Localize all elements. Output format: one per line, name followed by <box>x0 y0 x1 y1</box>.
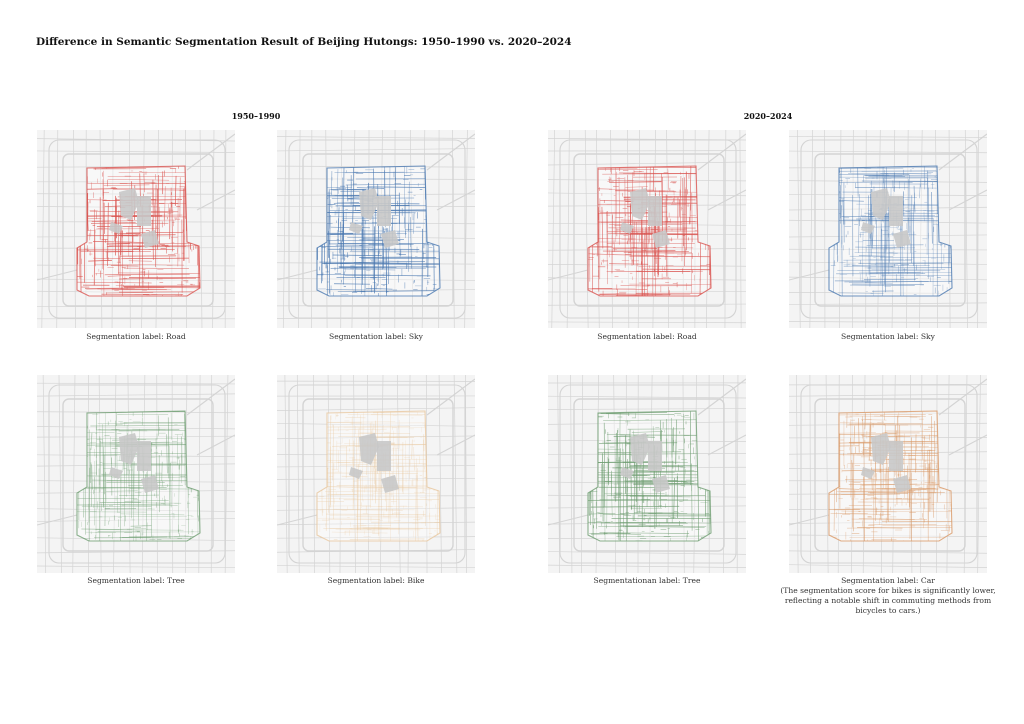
map-panel-sky-2020 <box>789 130 987 328</box>
caption-sky-2020: Segmentation label: Sky <box>841 332 935 341</box>
caption-tree-2020: Segmentationan label: Tree <box>593 576 701 585</box>
caption-car-2020: Segmentation label: Car (The segmentatio… <box>773 576 1003 616</box>
map-panel-car-2020 <box>789 375 987 573</box>
caption-sky-1950: Segmentation label: Sky <box>329 332 423 341</box>
period-label-left: 1950–1990 <box>231 111 281 121</box>
caption-car-label: Segmentation label: Car <box>841 576 935 585</box>
map-panel-tree-1950 <box>37 375 235 573</box>
map-svg <box>277 375 475 573</box>
period-label-right: 2020–2024 <box>743 111 793 121</box>
caption-bike-1950: Segmentation label: Bike <box>327 576 425 585</box>
map-svg <box>789 130 987 328</box>
caption-road-1950: Segmentation label: Road <box>86 332 186 341</box>
map-panel-road-2020 <box>548 130 746 328</box>
map-svg <box>789 375 987 573</box>
map-panel-road-1950 <box>37 130 235 328</box>
map-svg <box>277 130 475 328</box>
map-svg <box>37 375 235 573</box>
page-title: Difference in Semantic Segmentation Resu… <box>36 36 572 48</box>
map-panel-sky-1950 <box>277 130 475 328</box>
map-svg <box>548 375 746 573</box>
map-svg <box>37 130 235 328</box>
map-panel-bike-1950 <box>277 375 475 573</box>
caption-road-2020: Segmentation label: Road <box>597 332 697 341</box>
caption-tree-1950: Segmentation label: Tree <box>87 576 185 585</box>
map-svg <box>548 130 746 328</box>
map-panel-tree-2020 <box>548 375 746 573</box>
caption-car-note: (The segmentation score for bikes is sig… <box>780 586 996 615</box>
